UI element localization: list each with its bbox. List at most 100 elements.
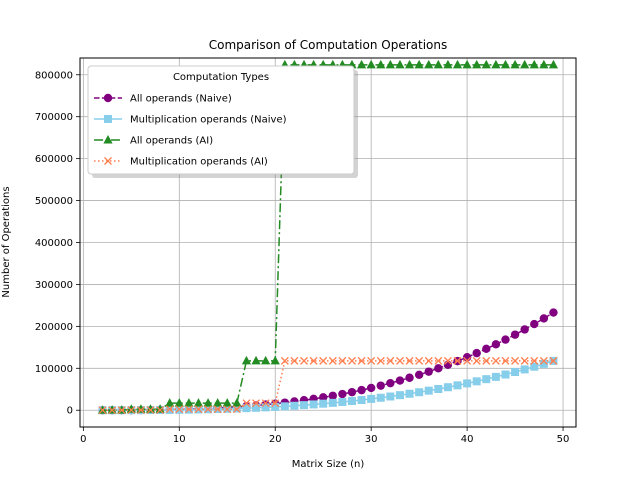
data-point	[433, 59, 443, 69]
data-point	[367, 356, 376, 365]
data-point	[415, 356, 424, 365]
data-point	[376, 356, 385, 365]
y-axis-label: Number of Operations	[1, 186, 12, 297]
data-point	[500, 59, 511, 69]
data-point	[462, 59, 472, 69]
x-tick-label: 40	[461, 434, 474, 445]
data-point	[328, 398, 337, 407]
data-point	[501, 335, 510, 344]
data-point	[386, 392, 395, 401]
chart-title: Comparison of Computation Operations	[209, 38, 448, 52]
data-point	[280, 356, 289, 365]
data-point	[424, 356, 433, 365]
data-point	[175, 405, 184, 414]
data-point	[271, 399, 280, 408]
data-point	[539, 356, 548, 365]
data-point	[108, 406, 117, 415]
x-tick-label: 10	[173, 434, 186, 445]
data-point	[482, 356, 491, 365]
data-point	[472, 59, 482, 69]
data-point	[405, 389, 414, 398]
data-point	[434, 356, 443, 365]
data-point	[184, 398, 194, 407]
data-point	[357, 385, 366, 395]
data-point	[414, 59, 424, 69]
y-tick-label: 700000	[35, 112, 73, 123]
data-point	[549, 356, 558, 365]
data-point	[270, 355, 280, 365]
data-point	[232, 405, 241, 414]
data-point	[241, 355, 252, 365]
data-point	[203, 398, 213, 407]
legend-box	[87, 65, 355, 175]
data-point	[156, 406, 165, 415]
data-point	[539, 59, 549, 69]
data-point	[539, 359, 548, 368]
data-point	[472, 377, 481, 386]
y-tick-label: 100000	[35, 364, 73, 375]
data-point	[271, 402, 280, 411]
data-point	[290, 356, 299, 365]
data-point	[347, 387, 357, 397]
data-point	[232, 398, 242, 407]
data-point	[328, 356, 337, 365]
data-point	[356, 59, 367, 69]
y-tick-label: 500000	[35, 196, 73, 207]
data-point	[251, 355, 261, 365]
data-point	[252, 403, 261, 412]
x-tick-label: 50	[557, 434, 570, 445]
data-point	[98, 406, 107, 415]
data-point	[548, 59, 559, 69]
data-point	[261, 403, 270, 412]
data-point	[386, 356, 395, 365]
data-point	[463, 356, 472, 365]
data-point	[366, 59, 376, 69]
data-point	[126, 404, 136, 413]
legend-label: Multiplication operands (AI)	[130, 157, 268, 168]
data-point	[252, 399, 261, 408]
legend-entry: Multiplication operands (AI)	[94, 157, 268, 168]
data-point	[443, 383, 452, 392]
data-point	[482, 375, 491, 384]
data-point	[405, 373, 414, 382]
data-point	[452, 59, 463, 69]
y-tick-label: 300000	[35, 280, 73, 291]
data-point	[511, 368, 520, 377]
data-point	[146, 406, 155, 415]
legend-entry: All operands (Naive)	[94, 94, 232, 105]
data-point	[347, 397, 356, 406]
data-point	[424, 386, 433, 395]
data-point	[520, 356, 529, 365]
data-point	[155, 404, 165, 413]
legend-label: Multiplication operands (Naive)	[130, 115, 287, 126]
data-point	[319, 393, 328, 402]
data-point	[338, 389, 347, 399]
data-point	[424, 367, 433, 376]
data-point	[443, 59, 453, 69]
data-point	[213, 405, 222, 414]
data-point	[404, 59, 415, 69]
data-point	[511, 356, 520, 365]
data-point	[165, 405, 174, 414]
data-point	[415, 388, 424, 397]
data-point	[309, 400, 318, 409]
data-point	[376, 393, 385, 402]
data-point	[491, 59, 501, 69]
legend-label: All operands (AI)	[130, 136, 213, 147]
data-point	[501, 356, 510, 365]
data-point	[482, 344, 491, 354]
data-point	[242, 399, 251, 408]
legend-entry: All operands (AI)	[94, 135, 213, 147]
data-point	[395, 391, 404, 400]
data-point	[165, 398, 175, 407]
data-point	[424, 59, 434, 69]
y-tick-label: 600000	[35, 154, 73, 165]
data-point	[472, 348, 481, 358]
data-point	[174, 398, 184, 407]
series-4	[98, 356, 558, 415]
data-point	[213, 398, 223, 407]
data-point	[300, 401, 309, 410]
legend-entry: Multiplication operands (Naive)	[94, 115, 287, 126]
data-point	[338, 356, 347, 365]
